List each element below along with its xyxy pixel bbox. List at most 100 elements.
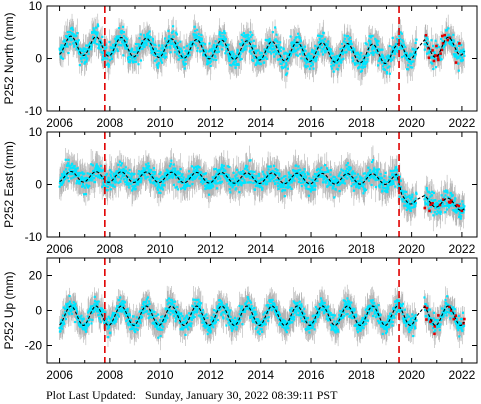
data-point	[84, 193, 88, 196]
data-point	[70, 177, 73, 180]
data-point	[130, 175, 133, 178]
data-point	[127, 60, 130, 63]
data-point	[371, 47, 374, 50]
data-point	[381, 53, 384, 56]
data-point	[106, 185, 109, 188]
data-point	[342, 57, 345, 60]
data-point	[136, 180, 139, 183]
data-point	[142, 34, 146, 37]
data-point	[265, 39, 268, 42]
data-point	[362, 55, 365, 58]
data-point	[72, 42, 75, 45]
data-point	[74, 175, 77, 178]
data-point	[285, 52, 288, 55]
data-point	[83, 172, 86, 175]
data-point	[277, 46, 280, 49]
data-point	[215, 187, 219, 190]
data-point	[143, 174, 146, 177]
data-point	[278, 58, 281, 61]
data-point	[118, 172, 121, 176]
data-point	[445, 35, 448, 39]
data-point	[140, 39, 143, 43]
data-point	[335, 57, 338, 61]
data-point	[156, 49, 159, 53]
data-point	[208, 56, 211, 59]
data-point	[89, 179, 92, 182]
data-point	[275, 33, 278, 36]
data-point	[300, 44, 303, 47]
data-point	[67, 36, 70, 39]
data-point	[375, 39, 379, 42]
data-point	[393, 52, 397, 55]
data-point	[69, 43, 72, 46]
data-point	[83, 50, 86, 53]
data-point	[221, 44, 224, 47]
data-point	[201, 46, 204, 49]
data-point	[139, 170, 142, 173]
data-point	[253, 51, 257, 55]
data-point	[338, 53, 341, 57]
data-point	[353, 62, 356, 65]
data-point	[64, 44, 67, 47]
data-point	[193, 36, 196, 39]
data-point	[293, 41, 296, 44]
data-point	[324, 42, 328, 45]
data-point	[196, 167, 199, 170]
data-point	[406, 68, 410, 71]
data-point	[395, 42, 398, 46]
data-point	[186, 55, 189, 58]
data-point	[457, 57, 460, 60]
data-point	[91, 178, 94, 181]
data-point	[304, 64, 307, 67]
recent-point	[432, 59, 436, 63]
data-point	[367, 48, 370, 51]
data-point	[451, 42, 454, 45]
data-point	[194, 33, 197, 37]
data-point	[171, 170, 175, 173]
data-point	[60, 44, 63, 47]
data-point	[205, 186, 208, 189]
data-point	[340, 61, 343, 64]
data-point	[93, 38, 97, 42]
data-point	[89, 177, 93, 180]
data-point	[405, 52, 408, 55]
data-point	[147, 32, 150, 35]
data-point	[455, 47, 458, 50]
data-point	[77, 49, 80, 52]
data-point	[198, 166, 201, 169]
data-point	[140, 177, 143, 180]
data-point	[235, 54, 238, 58]
data-point	[208, 187, 211, 190]
data-point	[375, 41, 378, 44]
data-point	[178, 172, 181, 175]
data-point	[124, 169, 128, 172]
data-point	[338, 57, 341, 60]
data-point	[380, 56, 383, 59]
data-point	[258, 57, 261, 60]
x-tick-label: 2018	[348, 116, 375, 130]
data-point	[225, 176, 228, 180]
data-point	[157, 191, 161, 194]
data-point	[315, 48, 318, 51]
data-point	[175, 44, 178, 47]
data-point	[401, 39, 404, 42]
data-point	[111, 184, 115, 188]
data-point	[214, 182, 217, 185]
data-point	[227, 179, 230, 182]
data-point	[264, 56, 267, 59]
data-point	[218, 38, 221, 41]
data-point	[277, 43, 280, 46]
data-point	[236, 49, 239, 53]
data-point	[84, 47, 87, 51]
data-point	[462, 52, 465, 55]
data-point	[329, 48, 333, 51]
data-point	[75, 168, 78, 171]
data-point	[414, 48, 417, 51]
data-point	[356, 56, 359, 59]
data-point	[414, 41, 417, 45]
data-point	[210, 186, 213, 190]
data-point	[132, 178, 135, 181]
data-point	[151, 42, 154, 45]
data-point	[61, 47, 64, 50]
data-point	[274, 53, 278, 56]
